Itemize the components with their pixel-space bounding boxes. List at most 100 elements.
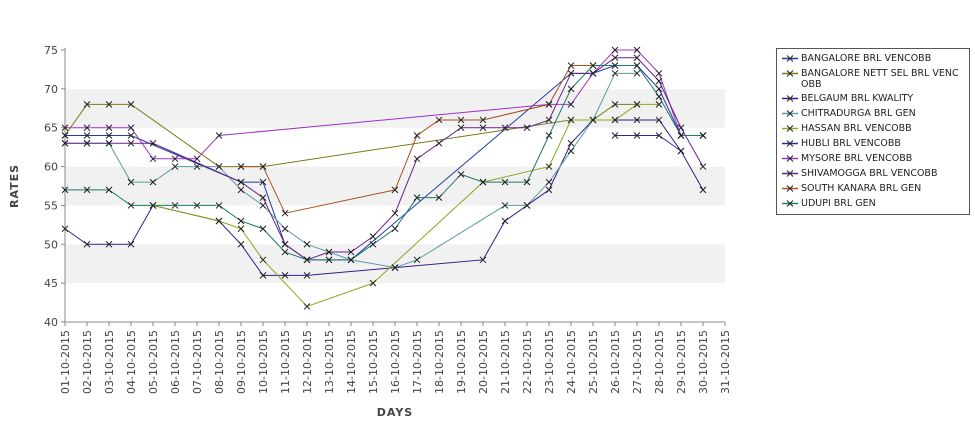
data-point [83,139,91,147]
data-point [237,225,245,233]
data-point [281,209,289,217]
x-tick-label: 24-10-2015 [565,330,578,394]
x-tick-label: 17-10-2015 [411,330,424,394]
data-point [105,240,113,248]
data-point [281,240,289,248]
data-point [677,124,685,132]
data-point [61,225,69,233]
x-axis-ticks: 01-10-2015 02-10-2015 03-10-2015 04-10-2015… [59,322,732,394]
data-point [413,132,421,139]
data-point [127,178,135,186]
series-line [65,49,703,160]
data-point [479,124,487,132]
data-point [259,163,267,170]
grid-band [65,205,725,245]
data-point [523,178,531,186]
data-point [391,186,399,194]
y-tick-label: 45 [44,277,58,290]
data-point [259,178,267,186]
data-point [127,101,135,108]
x-tick-label: 01-10-2015 [59,330,72,394]
data-point [105,124,113,132]
data-point [633,54,641,62]
data-point [259,272,267,279]
x-tick-label: 26-10-2015 [609,330,622,394]
data-point [567,62,575,69]
data-point [611,101,619,108]
x-tick-label: 02-10-2015 [81,330,94,394]
data-point [347,256,355,264]
legend-marker-icon [782,55,798,62]
x-tick-label: 18-10-2015 [433,330,446,394]
data-point [523,124,531,132]
data-point [523,202,531,209]
data-point [149,202,157,209]
legend-label: UDUPI BRL GEN [801,198,876,209]
data-point [105,101,113,108]
legend-label: SOUTH KANARA BRL GEN [801,183,922,194]
data-point [413,256,421,264]
data-point [83,101,91,108]
legend-item: BANGALORE BRL VENCOBB [777,51,969,66]
data-point [325,256,333,264]
x-tick-label: 13-10-2015 [323,330,336,394]
legend-label: HASSAN BRL VENCOBB [801,123,912,134]
x-tick-label: 04-10-2015 [125,330,138,394]
data-point [61,124,69,132]
data-point [303,256,311,264]
data-point [699,163,707,170]
y-axis-title: RATES [8,164,21,208]
data-point [545,116,553,124]
data-point [479,178,487,186]
data-point [237,178,245,186]
data-point [149,178,157,186]
x-tick-label: 10-10-2015 [257,330,270,394]
data-point [259,256,267,264]
data-point [457,116,465,124]
data-point [655,132,663,139]
data-point [237,240,245,248]
data-point [127,202,135,209]
x-tick-label: 11-10-2015 [279,330,292,394]
data-point [413,155,421,163]
legend-marker-icon [782,125,798,132]
data-point [567,101,575,108]
data-point [171,202,179,209]
x-tick-label: 28-10-2015 [653,330,666,394]
x-tick-label: 12-10-2015 [301,330,314,394]
series-line [64,119,704,276]
data-point [281,225,289,233]
data-point [83,240,91,248]
data-point [435,139,443,147]
data-point [83,132,91,139]
data-point [61,139,69,147]
data-point [259,194,267,202]
data-point [655,69,663,77]
data-point [633,46,641,54]
data-point [105,139,113,147]
grid-band [65,50,725,89]
data-point [567,85,575,93]
x-tick-label: 30-10-2015 [697,330,710,394]
data-point [237,163,245,170]
data-point [61,186,69,194]
data-point [545,178,553,186]
data-point [545,132,553,139]
x-tick-label: 07-10-2015 [191,330,204,394]
y-axis-ticks: 40 45 50 55 60 65 70 75 [44,44,65,329]
data-point [83,186,91,194]
data-point [501,178,509,186]
data-point [303,303,311,310]
data-point [237,186,245,194]
legend-item: MYSORE BRL VENCOBB [777,151,969,166]
data-point [567,69,575,77]
x-tick-label: 23-10-2015 [543,330,556,394]
data-point [545,163,553,170]
legend: BANGALORE BRL VENCOBB BANGALORE NETT SEL … [776,48,970,215]
data-point [303,240,311,248]
data-point [215,202,223,209]
y-tick-label: 65 [44,122,58,135]
data-point [259,225,267,233]
data-point [325,248,333,256]
